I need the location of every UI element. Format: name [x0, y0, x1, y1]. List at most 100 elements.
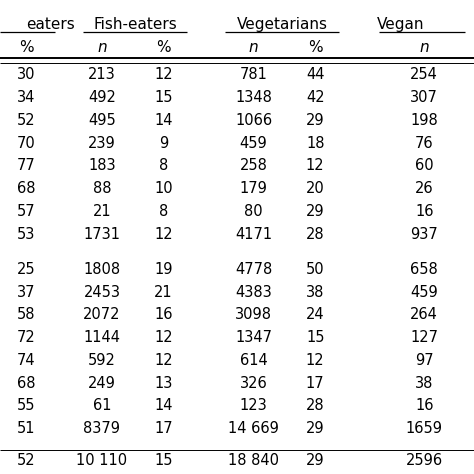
Text: 8: 8 [159, 204, 168, 219]
Text: 80: 80 [244, 204, 263, 219]
Text: 15: 15 [306, 330, 325, 345]
Text: 37: 37 [17, 284, 36, 300]
Text: 781: 781 [240, 67, 267, 82]
Text: 4778: 4778 [235, 262, 272, 277]
Text: 326: 326 [240, 375, 267, 391]
Text: 53: 53 [17, 227, 35, 242]
Text: 60: 60 [415, 158, 434, 173]
Text: 29: 29 [306, 113, 325, 128]
Text: 17: 17 [154, 421, 173, 436]
Text: 70: 70 [17, 136, 36, 151]
Text: 15: 15 [154, 90, 173, 105]
Text: %: % [156, 40, 171, 55]
Text: 24: 24 [306, 307, 325, 322]
Text: 4171: 4171 [235, 227, 272, 242]
Text: 459: 459 [410, 284, 438, 300]
Text: 42: 42 [306, 90, 325, 105]
Text: 213: 213 [88, 67, 116, 82]
Text: 52: 52 [17, 113, 36, 128]
Text: 19: 19 [154, 262, 173, 277]
Text: 29: 29 [306, 453, 325, 468]
Text: 12: 12 [306, 353, 325, 368]
Text: 2596: 2596 [406, 453, 443, 468]
Text: 459: 459 [240, 136, 267, 151]
Text: 12: 12 [154, 330, 173, 345]
Text: 29: 29 [306, 204, 325, 219]
Text: %: % [308, 40, 322, 55]
Text: 20: 20 [306, 181, 325, 196]
Text: 492: 492 [88, 90, 116, 105]
Text: 68: 68 [17, 181, 36, 196]
Text: n: n [97, 40, 107, 55]
Text: 16: 16 [415, 204, 434, 219]
Text: Vegan: Vegan [377, 17, 424, 32]
Text: 2072: 2072 [83, 307, 121, 322]
Text: Fish-eaters: Fish-eaters [93, 17, 177, 32]
Text: 16: 16 [154, 307, 173, 322]
Text: 258: 258 [240, 158, 267, 173]
Text: 15: 15 [154, 453, 173, 468]
Text: 183: 183 [88, 158, 116, 173]
Text: 74: 74 [17, 353, 36, 368]
Text: 21: 21 [92, 204, 111, 219]
Text: 12: 12 [306, 158, 325, 173]
Text: 254: 254 [410, 67, 438, 82]
Text: 17: 17 [306, 375, 325, 391]
Text: 29: 29 [306, 421, 325, 436]
Text: 28: 28 [306, 227, 325, 242]
Text: 1731: 1731 [83, 227, 120, 242]
Text: 1659: 1659 [406, 421, 443, 436]
Text: 44: 44 [306, 67, 325, 82]
Text: Vegetarians: Vegetarians [237, 17, 328, 32]
Text: 937: 937 [410, 227, 438, 242]
Text: 1348: 1348 [235, 90, 272, 105]
Text: 18: 18 [306, 136, 325, 151]
Text: 12: 12 [154, 353, 173, 368]
Text: 307: 307 [410, 90, 438, 105]
Text: 28: 28 [306, 398, 325, 413]
Text: 1808: 1808 [83, 262, 120, 277]
Text: 264: 264 [410, 307, 438, 322]
Text: 2453: 2453 [83, 284, 120, 300]
Text: 239: 239 [88, 136, 116, 151]
Text: 14: 14 [154, 113, 173, 128]
Text: 249: 249 [88, 375, 116, 391]
Text: 55: 55 [17, 398, 36, 413]
Text: eaters: eaters [26, 17, 75, 32]
Text: 68: 68 [17, 375, 36, 391]
Text: %: % [19, 40, 33, 55]
Text: 51: 51 [17, 421, 36, 436]
Text: n: n [419, 40, 429, 55]
Text: 38: 38 [415, 375, 433, 391]
Text: 1066: 1066 [235, 113, 272, 128]
Text: 72: 72 [17, 330, 36, 345]
Text: 61: 61 [92, 398, 111, 413]
Text: 495: 495 [88, 113, 116, 128]
Text: 4383: 4383 [235, 284, 272, 300]
Text: 25: 25 [17, 262, 36, 277]
Text: 77: 77 [17, 158, 36, 173]
Text: 12: 12 [154, 67, 173, 82]
Text: 127: 127 [410, 330, 438, 345]
Text: 21: 21 [154, 284, 173, 300]
Text: 14 669: 14 669 [228, 421, 279, 436]
Text: 198: 198 [410, 113, 438, 128]
Text: 18 840: 18 840 [228, 453, 279, 468]
Text: 8379: 8379 [83, 421, 120, 436]
Text: 30: 30 [17, 67, 36, 82]
Text: 1144: 1144 [83, 330, 120, 345]
Text: 12: 12 [154, 227, 173, 242]
Text: 34: 34 [17, 90, 35, 105]
Text: 76: 76 [415, 136, 434, 151]
Text: 9: 9 [159, 136, 168, 151]
Text: 10 110: 10 110 [76, 453, 128, 468]
Text: 88: 88 [92, 181, 111, 196]
Text: 58: 58 [17, 307, 36, 322]
Text: 57: 57 [17, 204, 36, 219]
Text: 16: 16 [415, 398, 434, 413]
Text: 38: 38 [306, 284, 324, 300]
Text: 8: 8 [159, 158, 168, 173]
Text: 123: 123 [240, 398, 267, 413]
Text: 179: 179 [240, 181, 267, 196]
Text: 26: 26 [415, 181, 434, 196]
